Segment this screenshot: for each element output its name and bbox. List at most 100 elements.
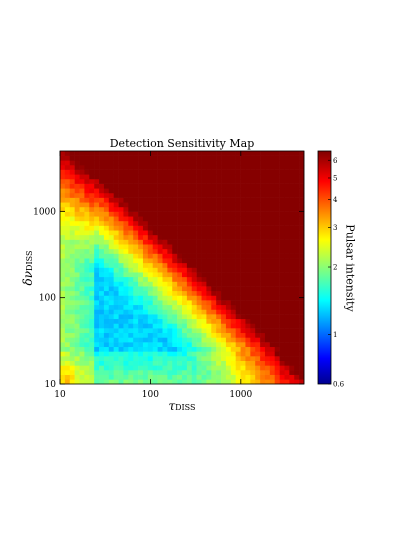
heatmap-cell xyxy=(177,332,183,338)
heatmap-cell xyxy=(260,267,266,273)
heatmap-cell xyxy=(294,267,300,273)
heatmap-cell xyxy=(201,374,207,380)
heatmap-cell xyxy=(201,300,207,306)
heatmap-cell xyxy=(235,244,241,250)
heatmap-cell xyxy=(108,160,114,166)
heatmap-cell xyxy=(69,370,75,375)
heatmap-cell xyxy=(123,192,129,198)
heatmap-cell xyxy=(152,365,158,371)
heatmap-cell xyxy=(191,304,197,310)
heatmap-cell xyxy=(89,286,95,292)
heatmap-cell xyxy=(147,300,154,306)
heatmap-cell xyxy=(84,332,90,338)
heatmap-cell xyxy=(147,323,154,329)
heatmap-cell xyxy=(284,323,290,329)
heatmap-cell xyxy=(74,276,80,282)
heatmap-cell xyxy=(225,318,232,324)
heatmap-cell xyxy=(123,318,129,324)
heatmap-cell xyxy=(99,300,105,306)
heatmap-cell xyxy=(225,351,232,357)
heatmap-cell xyxy=(118,258,124,264)
heatmap-cell xyxy=(269,169,276,175)
heatmap-cell xyxy=(289,379,295,385)
heatmap-cell xyxy=(152,244,158,250)
heatmap-cell xyxy=(250,295,256,301)
heatmap-cell xyxy=(250,216,256,222)
heatmap-cell xyxy=(186,290,193,296)
heatmap-cell xyxy=(186,239,193,245)
heatmap-cell xyxy=(182,174,188,180)
heatmap-cell xyxy=(235,351,241,357)
heatmap-cell xyxy=(182,239,188,245)
heatmap-cell xyxy=(221,234,227,240)
heatmap-cell xyxy=(225,183,232,189)
heatmap-cell xyxy=(99,323,105,329)
heatmap-cell xyxy=(289,374,295,380)
heatmap-cell xyxy=(113,253,119,259)
heatmap-cell xyxy=(133,151,139,156)
heatmap-cell xyxy=(191,337,197,343)
heatmap-cell xyxy=(172,253,178,259)
heatmap-cell xyxy=(89,332,95,338)
heatmap-cell xyxy=(294,374,300,380)
heatmap-cell xyxy=(235,276,241,282)
heatmap-cell xyxy=(274,286,280,292)
heatmap-cell xyxy=(147,253,154,259)
heatmap-cell xyxy=(201,248,207,254)
heatmap-cell xyxy=(225,216,232,222)
heatmap-cell xyxy=(191,267,197,273)
heatmap-cell xyxy=(206,202,212,208)
heatmap-cell xyxy=(113,374,119,380)
heatmap-cell xyxy=(60,267,66,273)
y-axis-label: δνDISS xyxy=(21,250,35,286)
heatmap-cell xyxy=(99,220,105,226)
heatmap-cell xyxy=(142,202,149,208)
heatmap-cell xyxy=(186,323,193,329)
heatmap-cell xyxy=(133,202,139,208)
heatmap-cell xyxy=(250,225,256,231)
heatmap-cell xyxy=(177,356,183,361)
heatmap-cell xyxy=(294,178,300,184)
heatmap-cell xyxy=(289,164,295,170)
heatmap-cell xyxy=(133,262,139,268)
heatmap-cell xyxy=(196,164,202,170)
heatmap-cell xyxy=(284,197,290,203)
heatmap-cell xyxy=(89,346,95,352)
heatmap-cell xyxy=(225,365,232,371)
heatmap-cell xyxy=(123,290,129,296)
heatmap-cell xyxy=(108,188,114,194)
heatmap-cell xyxy=(279,248,285,254)
heatmap-cell xyxy=(133,286,139,292)
heatmap-cell xyxy=(186,272,193,278)
heatmap-cell xyxy=(235,309,241,315)
heatmap-cell xyxy=(177,225,183,231)
heatmap-cell xyxy=(69,164,75,170)
heatmap-cell xyxy=(206,183,212,189)
heatmap-cell xyxy=(216,337,222,343)
heatmap-cell xyxy=(142,206,149,212)
heatmap-cell xyxy=(133,351,139,357)
heatmap-cell xyxy=(84,365,90,371)
heatmap-cell xyxy=(167,216,173,222)
heatmap-cell xyxy=(279,309,285,315)
heatmap-cell xyxy=(74,202,80,208)
heatmap-cell xyxy=(216,370,222,375)
heatmap-cell xyxy=(79,188,85,194)
heatmap-cell xyxy=(289,216,295,222)
heatmap-cell xyxy=(284,183,290,189)
heatmap-cell xyxy=(79,183,85,189)
heatmap-cell xyxy=(255,286,261,292)
heatmap-cell xyxy=(186,360,193,366)
heatmap-cell xyxy=(279,314,285,320)
heatmap-cell xyxy=(211,197,217,203)
heatmap-cell xyxy=(289,248,295,254)
heatmap-cell xyxy=(274,295,280,301)
heatmap-cell xyxy=(216,342,222,348)
heatmap-cell xyxy=(196,374,202,380)
heatmap-cell xyxy=(279,328,285,334)
heatmap-cell xyxy=(235,248,241,254)
heatmap-cell xyxy=(162,216,168,222)
heatmap-cell xyxy=(152,272,158,278)
heatmap-cell xyxy=(84,244,90,250)
heatmap-cell xyxy=(201,253,207,259)
